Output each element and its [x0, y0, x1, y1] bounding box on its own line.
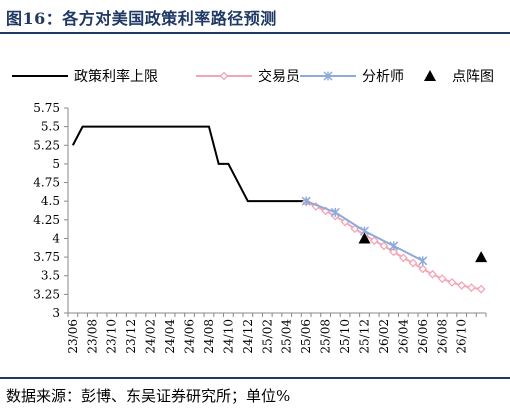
- x-tick-label: 23/08: [85, 319, 99, 354]
- traders-point: [369, 236, 379, 246]
- x-tick-label: 23/06: [66, 319, 80, 354]
- x-tick-label: 24/02: [144, 319, 158, 354]
- axes: 3 3.25 3.5 3.75 4 4.25 4.5 4.75 5 5.25 5.5 5.75 23/0…: [33, 101, 487, 354]
- legend-item-policy: 政策利率上限: [12, 68, 158, 85]
- traders-point: [476, 284, 486, 294]
- dotplot-point: [358, 232, 371, 244]
- y-tick-label: 3.5: [41, 269, 60, 283]
- dotplot-point: [424, 70, 436, 81]
- x-tick-label: 25/04: [280, 319, 294, 354]
- x-tick-label: 25/10: [338, 319, 352, 354]
- y-tick-label: 3.25: [33, 287, 60, 301]
- x-tick-label: 23/10: [105, 319, 119, 354]
- x-tick-label: 26/10: [455, 319, 469, 354]
- traders-point: [389, 247, 399, 257]
- y-tick-label: 4.5: [41, 194, 60, 208]
- traders-point: [379, 241, 389, 251]
- legend-label: 分析师: [362, 69, 404, 85]
- traders-point: [219, 71, 229, 81]
- x-tick-label: 25/06: [299, 319, 313, 354]
- traders-point: [466, 283, 476, 293]
- y-tick-label: 5.25: [33, 138, 60, 152]
- title-divider: [0, 32, 510, 34]
- x-tick-label: 24/08: [202, 319, 216, 354]
- analysts-point: [301, 196, 311, 206]
- traders-point: [457, 280, 467, 290]
- legend-label: 交易员: [258, 68, 300, 85]
- legend-item-traders: 交易员: [196, 68, 300, 85]
- source-divider: [0, 377, 510, 379]
- chart: 政策利率上限 交易员 分析师 点阵图 3 3.25 3.5 3.75 4 4.25 4.5 4.75…: [12, 68, 494, 354]
- analysts-point: [418, 256, 428, 266]
- legend-item-analysts: 分析师: [300, 69, 404, 85]
- y-tick-label: 4.75: [33, 176, 60, 190]
- policy-line: [71, 125, 307, 203]
- y-tick-label: 4.25: [33, 213, 60, 227]
- x-tick-label: 24/06: [183, 319, 197, 354]
- legend-label: 政策利率上限: [74, 68, 158, 85]
- x-tick-label: 23/12: [124, 319, 138, 354]
- analysts-point: [330, 207, 340, 217]
- legend-label: 点阵图: [452, 69, 494, 85]
- y-tick-label: 5: [52, 157, 60, 171]
- traders-point: [408, 258, 418, 268]
- source-note: 数据来源：彭博、东吴证券研究所；单位%: [6, 387, 291, 405]
- x-tick-label: 26/08: [435, 319, 449, 354]
- x-tick-label: 26/04: [396, 319, 410, 354]
- traders-point: [418, 264, 428, 274]
- traders-point: [398, 253, 408, 263]
- y-tick-label: 4: [52, 231, 60, 245]
- y-tick-label: 5.5: [41, 120, 60, 134]
- plot-area: [71, 125, 488, 294]
- traders-point: [437, 274, 447, 284]
- analysts-point: [323, 71, 333, 81]
- x-tick-label: 24/10: [221, 319, 235, 354]
- x-tick-label: 24/12: [241, 319, 255, 354]
- y-tick-label: 5.75: [33, 101, 60, 115]
- y-tick-label: 3: [52, 306, 60, 320]
- traders-point: [447, 278, 457, 287]
- legend-item-dotplot: 点阵图: [424, 69, 494, 85]
- legend: 政策利率上限 交易员 分析师 点阵图: [12, 68, 494, 85]
- x-tick-label: 26/06: [416, 319, 430, 354]
- x-tick-label: 25/12: [357, 319, 371, 354]
- x-tick-label: 26/02: [377, 319, 391, 354]
- x-tick-label: 24/04: [163, 319, 177, 354]
- x-tick-label: 25/08: [319, 319, 333, 354]
- chart-title: 图16：各方对美国政策利率路径预测: [6, 9, 277, 28]
- y-tick-label: 3.75: [33, 250, 60, 264]
- dotplot-point: [475, 251, 488, 263]
- x-tick-label: 25/02: [260, 319, 274, 354]
- traders-point: [428, 269, 437, 279]
- analysts-point: [389, 241, 399, 251]
